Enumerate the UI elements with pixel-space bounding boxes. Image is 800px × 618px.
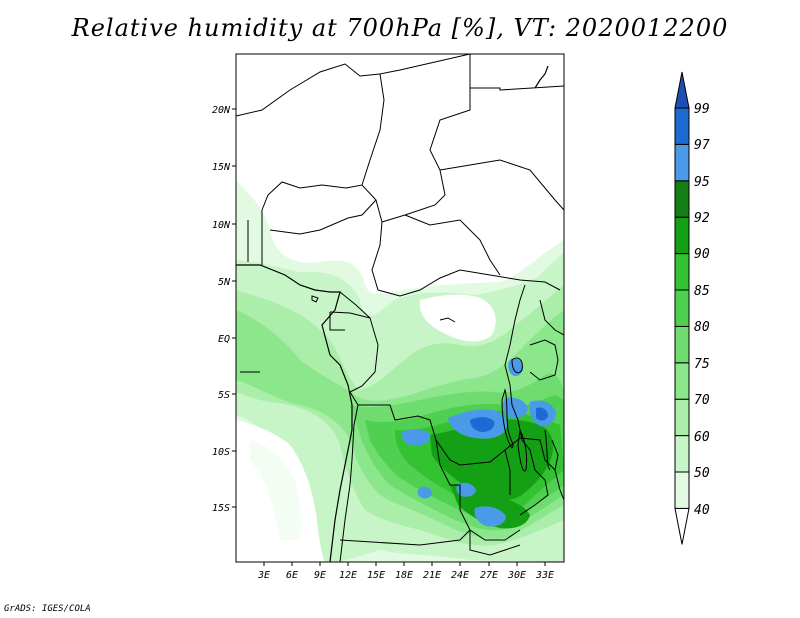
colorbar-segment — [674, 180, 690, 218]
rh-dry-congo — [419, 294, 496, 342]
lon-label-30e: 30E — [507, 570, 526, 581]
colorbar-label-60: 60 — [694, 430, 710, 445]
rh-patch-97-h — [417, 486, 432, 499]
colorbar-label-92: 92 — [694, 211, 710, 226]
colorbar-bottom-triangle — [674, 507, 690, 545]
country-boundaries — [236, 54, 564, 562]
colorbar-segment — [674, 398, 690, 437]
lat-label-20n: 20N — [212, 105, 231, 116]
colorbar-label-70: 70 — [694, 393, 710, 408]
lon-label-24e: 24E — [451, 570, 469, 581]
longitude-labels: 3E 6E 9E 12E 15E 18E 21E 24E 27E 30E 33E — [257, 570, 554, 581]
colorbar-labels: 40 50 60 70 75 80 85 90 92 95 97 99 — [694, 102, 710, 518]
colorbar-segment — [674, 471, 690, 509]
colorbar-label-40: 40 — [694, 503, 710, 518]
lon-label-33e: 33E — [535, 570, 554, 581]
colorbar-label-95: 95 — [694, 175, 710, 190]
lat-label-5s: 5S — [218, 390, 230, 401]
colorbar-top-triangle — [674, 71, 690, 109]
colorbar-segment — [674, 289, 690, 327]
colorbar-segment — [674, 362, 690, 400]
latitude-labels: 20N 15N 10N 5N EQ 5S 10S 15S — [212, 105, 231, 514]
lat-label-10s: 10S — [212, 447, 230, 458]
lat-label-15n: 15N — [212, 162, 231, 173]
colorbar-label-50: 50 — [694, 466, 710, 481]
lon-label-15e: 15E — [367, 570, 385, 581]
colorbar-label-99: 99 — [694, 102, 710, 117]
lat-label-5n: 5N — [218, 277, 231, 288]
colorbar-segments — [674, 71, 690, 545]
colorbar-segment — [674, 216, 690, 255]
lon-label-3e: 3E — [257, 570, 270, 581]
rh-patch-99-b — [536, 407, 548, 421]
rh-patch-97-b — [401, 429, 431, 446]
colorbar-label-80: 80 — [694, 320, 710, 335]
rh-patch-97-f — [456, 482, 476, 497]
colorbar-label-90: 90 — [694, 247, 710, 262]
map-title: Relative humidity at 700hPa [%], VT: 202… — [71, 14, 729, 42]
lat-label-15s: 15S — [212, 503, 230, 514]
colorbar: 40 50 60 70 75 80 85 90 92 95 97 99 — [674, 71, 710, 545]
lon-label-27e: 27E — [480, 570, 498, 581]
colorbar-label-75: 75 — [694, 357, 710, 372]
colorbar-segment — [674, 435, 690, 473]
lon-label-18e: 18E — [395, 570, 413, 581]
lat-label-10n: 10N — [212, 220, 231, 231]
humidity-field — [236, 54, 564, 562]
rh-band-92 — [430, 419, 554, 501]
colorbar-segment — [674, 253, 690, 291]
colorbar-segment — [674, 325, 690, 364]
lon-label-9e: 9E — [314, 570, 326, 581]
lon-label-12e: 12E — [339, 570, 357, 581]
rh-patch-97-e — [474, 506, 506, 527]
lon-label-6e: 6E — [286, 570, 298, 581]
map-frame — [235, 53, 565, 563]
colorbar-label-85: 85 — [694, 284, 710, 299]
colorbar-segment — [674, 107, 690, 145]
colorbar-label-97: 97 — [694, 138, 710, 153]
colorbar-segment — [674, 143, 690, 182]
grads-credit: GrADS: IGES/COLA — [4, 604, 91, 614]
coastline — [236, 65, 549, 562]
axis-ticks — [232, 108, 546, 566]
rh-patch-99-a — [470, 417, 495, 432]
rh-dry-ocean-band — [250, 440, 301, 540]
lakes — [311, 295, 551, 472]
rh-patch-97-c — [502, 397, 528, 419]
lon-label-21e: 21E — [423, 570, 441, 581]
lat-label-eq: EQ — [218, 334, 230, 345]
